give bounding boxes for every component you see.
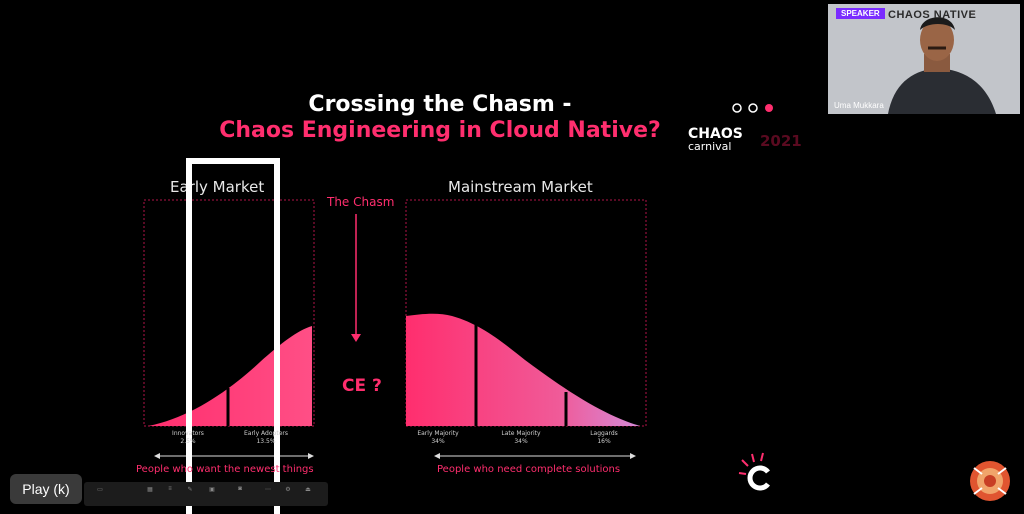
speaker-name: Uma Mukkara	[834, 101, 884, 110]
slide-subtitle: Chaos Engineering in Cloud Native?	[219, 118, 661, 143]
speaker-tag: SPEAKER	[836, 8, 885, 19]
toolbar-view-icon[interactable]: ▣	[209, 487, 215, 493]
toolbar-camera-icon[interactable]: ◙	[238, 486, 242, 492]
segment-early-adopters: Early Adopters 13.5%	[244, 430, 288, 445]
mainstream-market-heading: Mainstream Market	[448, 178, 593, 196]
slide-title: Crossing the Chasm -	[308, 92, 572, 117]
segment-late-majority: Late Majority 34%	[501, 430, 541, 445]
chaos-carnival-logo: CHAOS carnival 2021	[688, 126, 802, 153]
chasm-arrow-head	[351, 334, 361, 342]
toolbar-grid-icon[interactable]: ▦	[147, 487, 153, 493]
segment-early-majority: Early Majority 34%	[417, 430, 459, 445]
speaker-video	[828, 4, 1020, 114]
early-market-caption: People who want the newest things	[136, 464, 314, 475]
toolbar-slide-icon[interactable]: ▭	[97, 487, 103, 493]
presentation-toolbar: ▭ ▦ ≡ ✎ ▣ ◙ ⋯ ⚙ ⏏	[84, 482, 328, 506]
slide-dots-icon	[732, 103, 773, 113]
toolbar-pen-icon[interactable]: ✎	[187, 487, 193, 493]
speaker-brand: CHAOS NATIVE	[888, 9, 977, 21]
early-market-heading: Early Market	[170, 178, 265, 196]
toolbar-notes-icon[interactable]: ≡	[168, 486, 172, 492]
ce-label: CE ?	[342, 376, 382, 396]
toolbar-more-icon[interactable]: ⋯	[265, 487, 271, 493]
toolbar-settings-icon[interactable]: ⚙	[285, 487, 291, 493]
mainstream-market-curve	[406, 313, 640, 426]
carnival-badge-icon	[970, 461, 1010, 501]
segment-innovators: Innovators 2.5%	[172, 430, 204, 445]
toolbar-exit-icon[interactable]: ⏏	[305, 487, 311, 493]
speaker-figure-icon	[828, 4, 1020, 114]
mainstream-market-caption: People who need complete solutions	[437, 464, 621, 475]
chasm-label: The Chasm	[327, 195, 395, 209]
early-market-curve	[148, 326, 312, 426]
play-button[interactable]: Play (k)	[10, 474, 82, 504]
highlight-box	[186, 158, 280, 514]
chaos-c-logo-icon	[738, 452, 770, 491]
segment-laggards: Laggards 16%	[590, 430, 618, 445]
